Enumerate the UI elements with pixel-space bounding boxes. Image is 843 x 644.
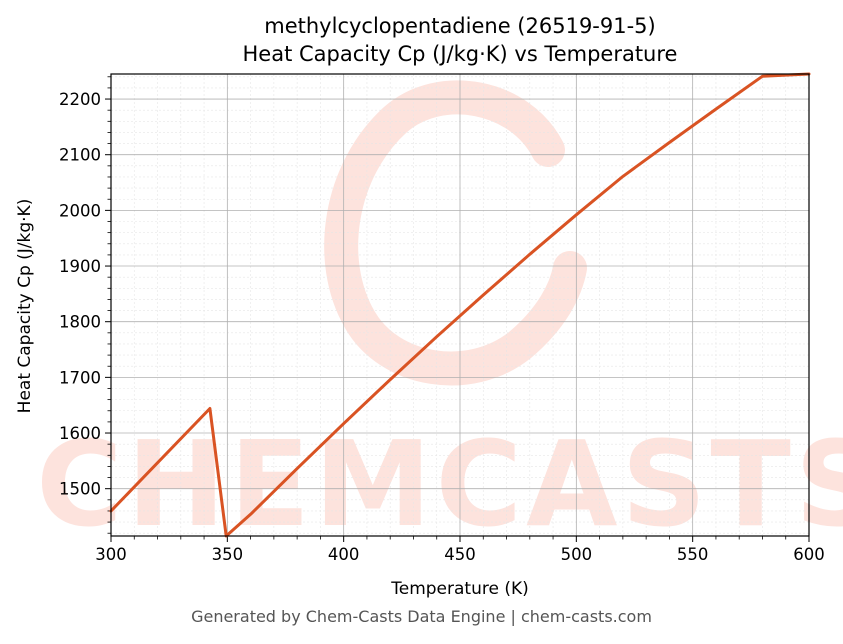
y-tick-label: 2000 <box>59 201 101 220</box>
chemcasts-watermark: CHEMCASTS <box>36 80 843 553</box>
plot-frame <box>110 73 810 537</box>
series-line-0 <box>109 72 811 538</box>
x-tick-label: 350 <box>212 545 244 564</box>
x-tick-label: 500 <box>561 545 593 564</box>
x-tick-label: 400 <box>328 545 360 564</box>
y-tick-label: 1600 <box>59 424 101 443</box>
y-tick-label: 1500 <box>59 480 101 499</box>
axis-ticks <box>105 76 810 542</box>
y-tick-labels: 1500 1600 1700 1800 1900 2000 2100 2200 <box>59 90 101 499</box>
x-tick-label: 300 <box>95 545 127 564</box>
x-tick-label: 600 <box>793 545 825 564</box>
watermark-swirl <box>324 80 587 386</box>
chart-title-line-1: methylcyclopentadiene (26519-91-5) <box>264 14 655 38</box>
x-tick-label: 550 <box>677 545 709 564</box>
y-tick-label: 2100 <box>59 146 101 165</box>
chart-title-line-2: Heat Capacity Cp (J/kg·K) vs Temperature <box>243 42 678 66</box>
watermark-text: CHEMCASTS <box>36 415 843 553</box>
series-group <box>109 72 811 538</box>
y-tick-label: 1700 <box>59 368 101 387</box>
footer-credit: Generated by Chem-Casts Data Engine | ch… <box>191 607 652 626</box>
x-axis-label: Temperature (K) <box>390 579 529 599</box>
x-tick-labels: 300 350 400 450 500 550 600 <box>95 545 825 564</box>
y-tick-label: 1800 <box>59 313 101 332</box>
y-tick-label: 1900 <box>59 257 101 276</box>
y-tick-label: 2200 <box>59 90 101 109</box>
x-tick-label: 450 <box>444 545 476 564</box>
y-axis-label: Heat Capacity Cp (J/kg·K) <box>15 199 35 414</box>
